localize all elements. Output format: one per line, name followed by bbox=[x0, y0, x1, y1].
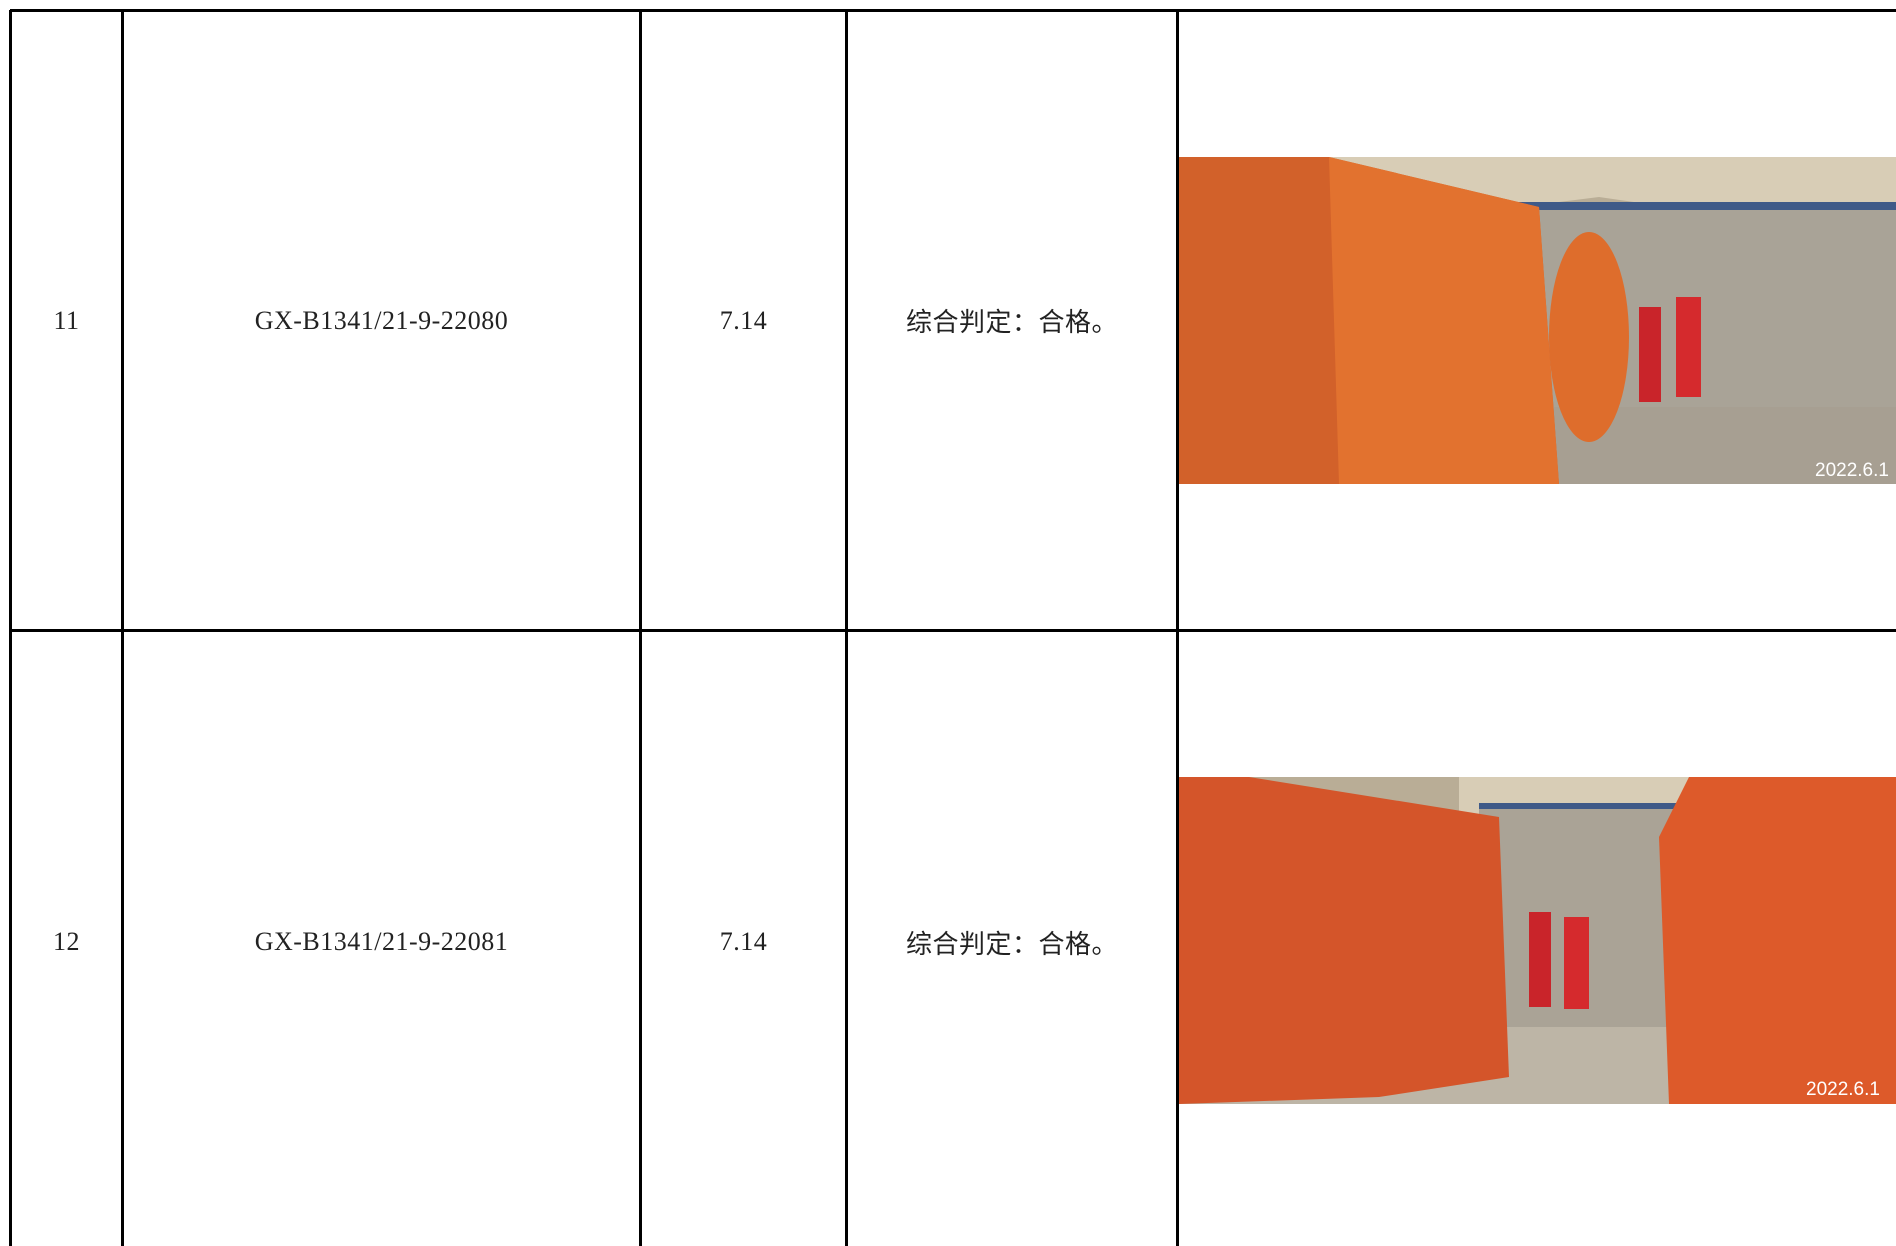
row-number: 11 bbox=[53, 305, 80, 335]
photo-timestamp: 2022.6.1 bbox=[1815, 460, 1889, 481]
table-border bbox=[9, 10, 12, 1246]
table-border bbox=[10, 629, 1896, 632]
table-border bbox=[1176, 10, 1179, 1246]
value-cell: 7.14 bbox=[719, 305, 768, 335]
value-cell: 7.14 bbox=[719, 927, 768, 956]
code-cell: GX-B1341/21-9-22080 bbox=[254, 305, 509, 335]
table-border bbox=[639, 10, 642, 1246]
result-cell: 综合判定：合格。 bbox=[905, 929, 1118, 959]
table-border bbox=[10, 9, 1896, 12]
inspection-photo: 2022.6.1 bbox=[1179, 777, 1896, 1104]
code-cell: GX-B1341/21-9-22081 bbox=[254, 927, 509, 956]
table-border bbox=[845, 10, 848, 1246]
result-cell: 综合判定：合格。 bbox=[905, 308, 1118, 337]
photo-timestamp: 2022.6.1 bbox=[1806, 1079, 1880, 1100]
row-number: 12 bbox=[53, 927, 80, 956]
inspection-photo: 2022.6.1 bbox=[1179, 157, 1896, 484]
table-border bbox=[121, 10, 124, 1246]
